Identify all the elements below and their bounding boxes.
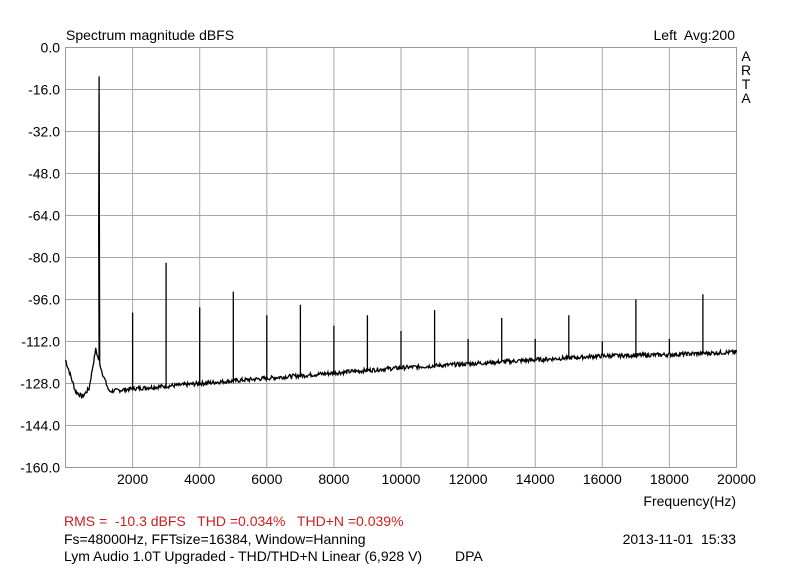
x-tick-label: 14000: [516, 471, 555, 487]
brand-letter: T: [742, 76, 751, 92]
y-tick-label: -32.0: [28, 124, 60, 140]
y-tick-label: 0.0: [41, 40, 61, 56]
y-tick-label: -112.0: [21, 334, 60, 350]
x-tick-label: 4000: [184, 471, 215, 487]
y-tick-label: -144.0: [20, 418, 60, 434]
y-tick-label: -160.0: [20, 460, 60, 476]
x-axis-label: Frequency(Hz): [643, 493, 736, 509]
x-tick-label: 18000: [650, 471, 689, 487]
y-tick-label: -128.0: [20, 376, 60, 392]
x-tick-label: 8000: [318, 471, 349, 487]
x-tick-label: 6000: [251, 471, 282, 487]
grid: [65, 47, 737, 468]
timestamp-text: 2013-11-01 15:33: [623, 531, 737, 547]
device-text: Lym Audio 1.0T Upgraded - THD/THD+N Line…: [64, 548, 422, 564]
y-tick-label: -16.0: [28, 82, 60, 98]
brand-letter: A: [741, 48, 751, 64]
y-tick-label: -80.0: [28, 250, 60, 266]
x-tick-label: 10000: [382, 471, 421, 487]
tag-text: DPA: [455, 548, 483, 564]
measurements-text: RMS = -10.3 dBFS THD =0.034% THD+N =0.03…: [64, 513, 404, 529]
y-tick-label: -64.0: [28, 208, 60, 224]
y-tick-label: -48.0: [28, 166, 60, 182]
x-tick-label: 16000: [583, 471, 622, 487]
channel-info: Left Avg:200: [654, 27, 736, 43]
y-tick-label: -96.0: [28, 292, 60, 308]
y-axis-ticks: 0.0 -16.0 -32.0 -48.0 -64.0 -80.0 -96.0 -112.0 -…: [20, 40, 60, 476]
x-tick-label: 12000: [449, 471, 488, 487]
brand-letter: A: [741, 90, 751, 106]
settings-text: Fs=48000Hz, FFTsize=16384, Window=Hannin…: [64, 531, 366, 547]
x-tick-label: 2000: [117, 471, 148, 487]
spectrum-trace: [64, 76, 738, 400]
chart-title: Spectrum magnitude dBFS: [66, 27, 234, 43]
x-tick-label: 20000: [717, 471, 756, 487]
brand-letter: R: [741, 62, 751, 78]
x-axis-ticks: 2000 4000 6000 8000 10000 12000 14000 16000 1800…: [117, 471, 756, 487]
plot-frame: [65, 47, 737, 468]
